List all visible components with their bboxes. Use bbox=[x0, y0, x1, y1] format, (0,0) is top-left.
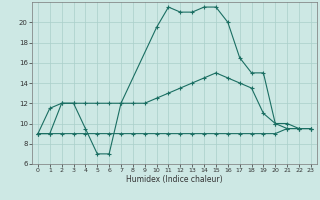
X-axis label: Humidex (Indice chaleur): Humidex (Indice chaleur) bbox=[126, 175, 223, 184]
